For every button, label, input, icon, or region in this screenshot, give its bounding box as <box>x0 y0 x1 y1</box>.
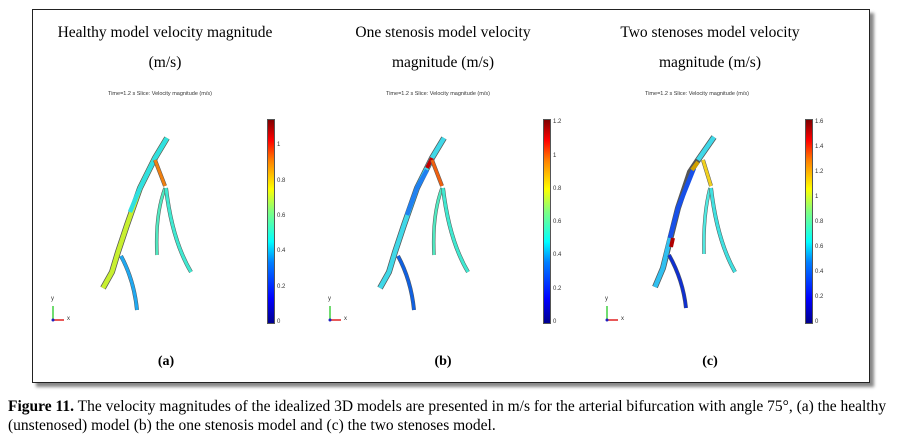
colorbar-tick-label: 0.2 <box>553 285 562 292</box>
colorbar-tick-label: 0 <box>815 319 819 325</box>
colorbar-tick-label: 0 <box>277 319 281 325</box>
figure-frame <box>32 9 870 383</box>
panel-c-header: Time=1.2 s Slice: Velocity magnitude (m/… <box>645 91 749 97</box>
panel-c-label: (c) <box>702 354 718 369</box>
axis-x-label-b: x <box>344 316 347 322</box>
colorbar-tick-label: 0.2 <box>277 283 286 290</box>
axis-triad-a <box>51 306 64 322</box>
panel-a-header: Time=1.2 s Slice: Velocity magnitude (m/… <box>108 91 212 97</box>
colorbar-tick-label: 1.2 <box>553 119 562 126</box>
panel-a-title-line2: (m/s) <box>148 54 182 71</box>
colorbar-tick-label: 0 <box>553 319 557 325</box>
panel-a-label: (a) <box>157 354 175 369</box>
colorbar-tick-label: 1.2 <box>815 168 824 175</box>
colorbar-tick-label: 1.6 <box>815 118 824 125</box>
colorbar-tick-label: 0.8 <box>553 185 562 192</box>
caption-text: The velocity magnitudes of the idealized… <box>8 398 887 434</box>
colorbar-tick-label: 1 <box>815 193 819 200</box>
panel-b-title-line1: One stenosis model velocity <box>355 24 531 41</box>
panel-b-label: (b) <box>434 354 452 369</box>
axis-y-label-a: y <box>51 296 54 302</box>
panel-b-colorbar <box>543 119 551 324</box>
panel-b-vessels <box>377 136 470 311</box>
axis-y-label-c: y <box>605 296 608 302</box>
figure-caption: Figure 11. The velocity magnitudes of th… <box>8 397 903 435</box>
colorbar-tick-label: 1 <box>277 142 281 149</box>
panel-b-title: One stenosis model velocity magnitude (m/… <box>303 18 583 78</box>
panel-a-title: Healthy model velocity magnitude (m/s) <box>25 18 305 78</box>
colorbar-tick-label: 1 <box>553 152 557 159</box>
panel-c-colorbar <box>805 119 813 324</box>
axis-x-label-a: x <box>67 316 70 322</box>
right-sub-branch <box>164 187 193 274</box>
stenosis-upper <box>690 160 700 172</box>
caption-figure-number: Figure 11. <box>8 398 75 415</box>
panel-a-vessels <box>100 136 193 311</box>
colorbar-tick-label: 0.6 <box>553 219 562 226</box>
axis-triad-c <box>605 306 618 322</box>
panel-a-title-line1: Healthy model velocity magnitude <box>57 24 273 41</box>
colorbar-tick-label: 1.4 <box>815 143 824 150</box>
panel-c-title-line2: magnitude (m/s) <box>658 54 762 71</box>
colorbar-tick-label: 0.8 <box>815 218 824 225</box>
colorbar-tick-label: 0.2 <box>815 293 824 300</box>
axis-triad-b <box>328 306 341 322</box>
stenosis-lower <box>669 237 675 248</box>
colorbar-tick-label: 0.6 <box>277 213 286 220</box>
colorbar-tick-label: 0.4 <box>553 252 562 259</box>
panel-c-title-line1: Two stenoses model velocity <box>620 24 800 41</box>
panel-b-title-line2: magnitude (m/s) <box>391 54 495 71</box>
panel-b-header: Time=1.2 s Slice: Velocity magnitude (m/… <box>386 91 490 97</box>
colorbar-tick-label: 0.8 <box>277 177 286 184</box>
axis-y-label-b: y <box>328 296 331 302</box>
axis-x-label-c: x <box>621 316 624 322</box>
panel-c-title: Two stenoses model velocity magnitude (m/… <box>570 18 850 78</box>
panel-a-colorbar <box>267 119 275 324</box>
colorbar-tick-label: 0.4 <box>815 268 824 275</box>
colorbar-tick-label: 0.4 <box>277 248 286 255</box>
stenosis <box>425 157 434 169</box>
colorbar-tick-label: 0.6 <box>815 243 824 250</box>
panel-c-vessels <box>652 135 737 309</box>
